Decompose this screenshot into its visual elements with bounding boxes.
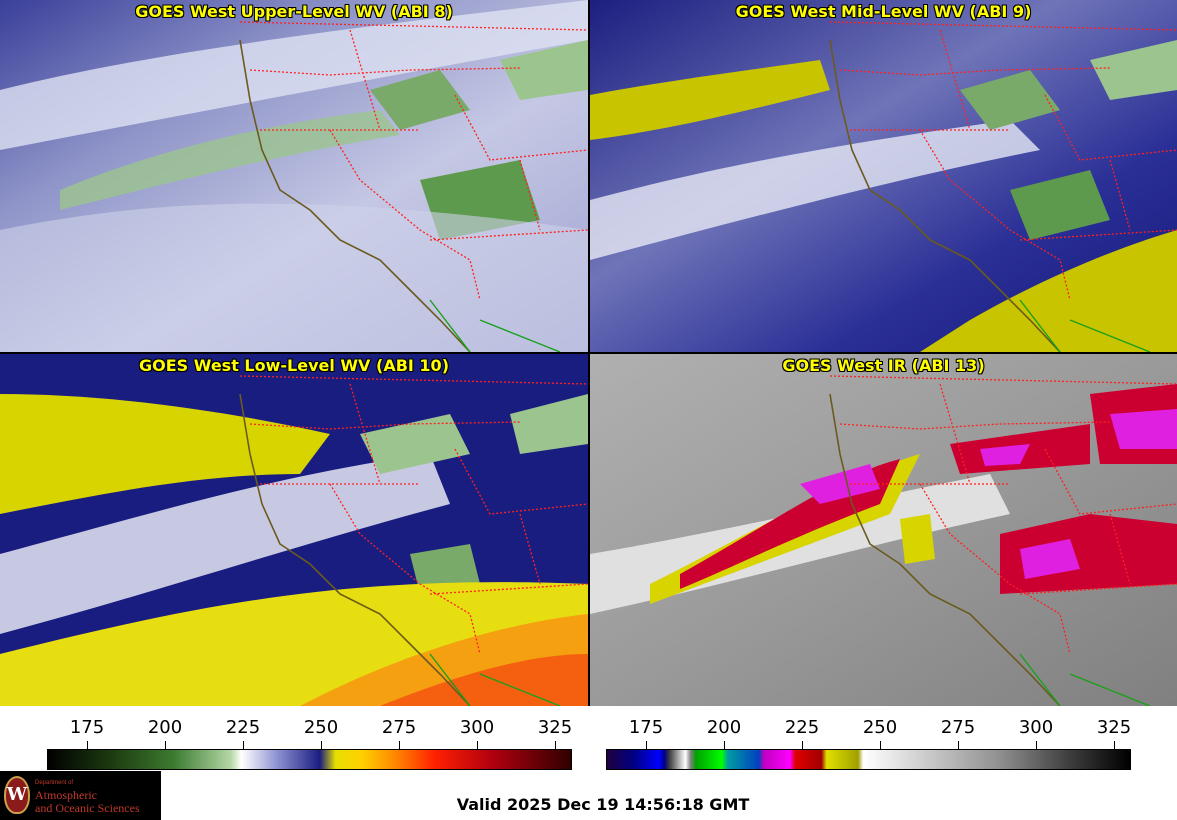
panel-title: GOES West Low-Level WV (ABI 10) <box>138 356 449 375</box>
ir-tick <box>646 741 647 749</box>
ir-tick <box>880 741 881 749</box>
ir-tick <box>958 741 959 749</box>
wv-tick <box>165 741 166 749</box>
wv-tick <box>321 741 322 749</box>
logo-line2: and Oceanic Sciences <box>35 801 140 815</box>
aos-logo: W Department of Atmospheric and Oceanic … <box>0 771 161 820</box>
ir-tick <box>724 741 725 749</box>
panel-title: GOES West Upper-Level WV (ABI 8) <box>135 2 453 21</box>
mid-wv-image <box>590 0 1177 352</box>
wv-tick <box>399 741 400 749</box>
uw-seal-icon: W <box>4 776 30 814</box>
wv-tick-label: 175 <box>69 717 105 738</box>
low-wv-image <box>0 354 588 706</box>
ir-tick-label: 200 <box>706 717 742 738</box>
wv-tick-label: 275 <box>381 717 417 738</box>
panel-upper-level-wv: GOES West Upper-Level WV (ABI 8) <box>0 0 588 352</box>
ir-tick <box>1036 741 1037 749</box>
ir-tick-label: 175 <box>628 717 664 738</box>
ir-tick-label: 325 <box>1096 717 1132 738</box>
ir-tick <box>1114 741 1115 749</box>
ir-tick-label: 250 <box>862 717 898 738</box>
panel-ir: GOES West IR (ABI 13) <box>590 354 1177 706</box>
wv-tick <box>477 741 478 749</box>
ir-tick-label: 225 <box>784 717 820 738</box>
wv-tick-label: 325 <box>537 717 573 738</box>
panel-title: GOES West IR (ABI 13) <box>782 356 985 375</box>
panel-low-level-wv: GOES West Low-Level WV (ABI 10) <box>0 354 588 706</box>
ir-colorbar <box>606 749 1131 770</box>
wv-tick-label: 250 <box>303 717 339 738</box>
wv-colorbar <box>47 749 572 770</box>
logo-dept-text: Department of <box>35 780 74 786</box>
wv-tick <box>243 741 244 749</box>
panel-mid-level-wv: GOES West Mid-Level WV (ABI 9) <box>590 0 1177 352</box>
ir-tick <box>802 741 803 749</box>
wv-tick-label: 200 <box>147 717 183 738</box>
logo-line1: Atmospheric <box>35 788 97 802</box>
ir-tick-label: 275 <box>940 717 976 738</box>
ir-tick-label: 300 <box>1018 717 1054 738</box>
wv-tick <box>87 741 88 749</box>
valid-time: Valid 2025 Dec 19 14:56:18 GMT <box>456 795 750 814</box>
panel-title: GOES West Mid-Level WV (ABI 9) <box>735 2 1032 21</box>
upper-wv-image <box>0 0 588 352</box>
wv-tick <box>555 741 556 749</box>
panel-divider-horizontal <box>0 352 1177 354</box>
wv-tick-label: 225 <box>225 717 261 738</box>
ir-image <box>590 354 1177 706</box>
wv-tick-label: 300 <box>459 717 495 738</box>
